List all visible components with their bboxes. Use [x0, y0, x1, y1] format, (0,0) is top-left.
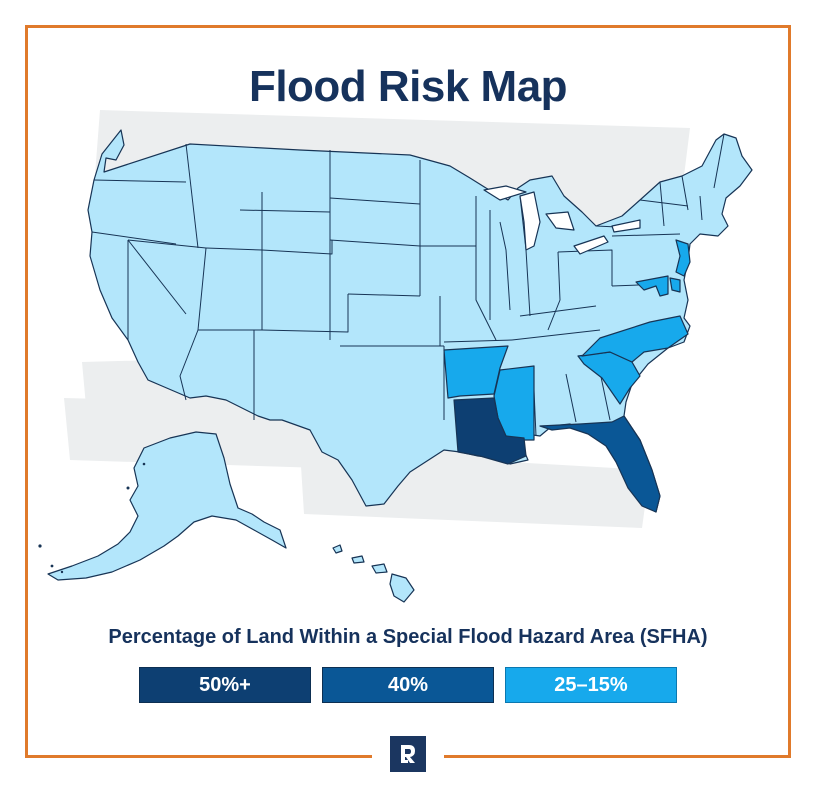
legend-label: 25–15%: [554, 673, 628, 696]
great-lakes: [483, 185, 641, 255]
state-louisiana: [453, 397, 527, 465]
legend-item-25-15: 25–15%: [505, 667, 677, 703]
state-north-carolina: [581, 315, 689, 363]
aleutian-islands: [38, 462, 146, 574]
state-maryland: [635, 275, 669, 297]
hawaii: [332, 544, 415, 603]
legend-label: 40%: [387, 673, 429, 696]
legend-item-40: 40%: [322, 667, 494, 703]
alaska: [47, 431, 287, 581]
state-delaware: [669, 277, 681, 293]
legend-title: Percentage of Land Within a Special Floo…: [108, 626, 708, 648]
r-logo-icon: [401, 745, 415, 763]
brand-logo-icon: [390, 736, 426, 772]
legend-item-50-plus: 50%+: [139, 667, 311, 703]
state-florida: [539, 415, 661, 513]
map-title: Flood Risk Map: [248, 62, 568, 111]
state-new-jersey: [675, 239, 691, 277]
legend-label: 50%+: [199, 673, 251, 696]
